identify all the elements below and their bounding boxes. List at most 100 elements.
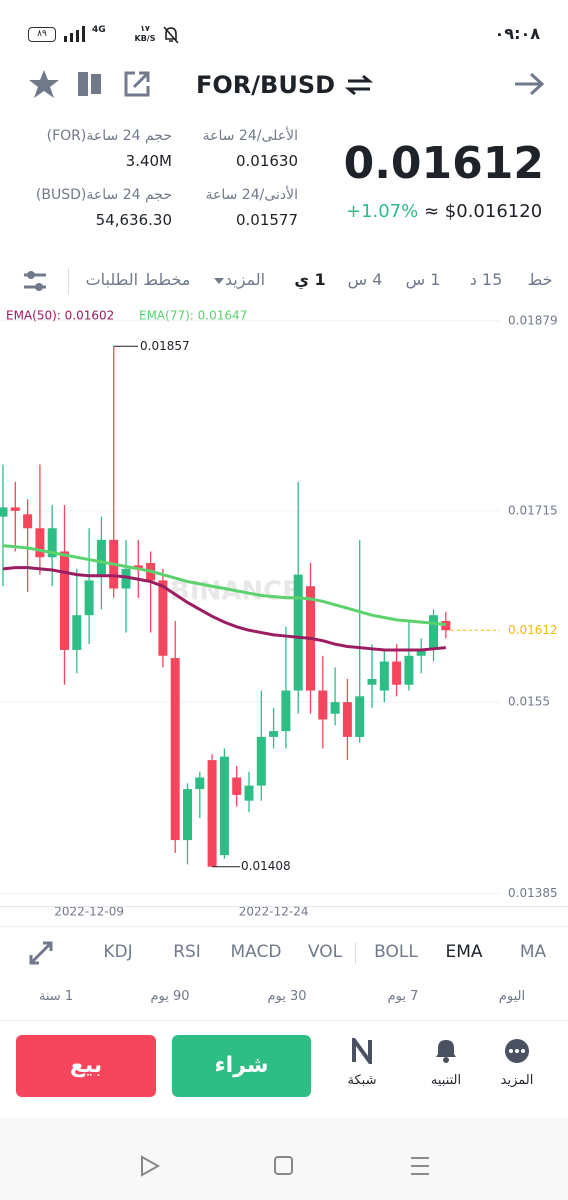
candle-body	[429, 615, 438, 650]
range-tab[interactable]: 30 يوم	[267, 989, 307, 1004]
candle-body	[170, 658, 180, 841]
stat-label: الأدنى/24 ساعة	[205, 187, 298, 203]
divider	[68, 268, 69, 294]
nav-label[interactable]: المزيد	[500, 1073, 534, 1088]
candle-body	[318, 690, 328, 720]
candlestick-chart: BINANCE0.013850.01550.017150.018792022-1…	[0, 309, 558, 919]
candle-body	[330, 702, 340, 714]
candle-body	[0, 507, 8, 517]
nav-label[interactable]: شبكة	[347, 1073, 377, 1088]
candle-body	[256, 736, 266, 786]
forward-button[interactable]	[512, 70, 546, 98]
indicator-tab[interactable]: RSI	[173, 942, 201, 962]
pair-title: FOR/BUSD	[196, 71, 336, 99]
ema-line	[2, 544, 446, 626]
x-tick-label: 2022-12-24	[239, 905, 309, 919]
clock: ٠٩:٠٨	[494, 24, 540, 43]
candle-body	[207, 760, 217, 867]
candle-body	[404, 655, 414, 685]
stat-label: حجم 24 ساعة(FOR)	[46, 128, 172, 144]
candle-body	[342, 702, 352, 737]
stat-value: 3.40M	[125, 152, 172, 170]
high-annotation: 0.01857	[140, 339, 190, 353]
candle-body	[10, 507, 20, 511]
home-button[interactable]	[272, 1154, 296, 1178]
grid-icon[interactable]	[350, 1038, 374, 1064]
candle-body	[23, 514, 33, 529]
candle-body	[379, 661, 389, 691]
y-tick-label: 0.0155	[508, 695, 550, 709]
range-tab[interactable]: 90 يوم	[150, 989, 190, 1004]
candle-body	[35, 528, 45, 558]
y-tick-label: 0.01879	[508, 313, 558, 327]
candle-body	[84, 580, 94, 616]
settings-button[interactable]	[22, 268, 48, 294]
indicator-tab[interactable]: MA	[519, 942, 547, 962]
back-button[interactable]	[138, 1154, 162, 1178]
candle-body	[441, 620, 451, 631]
legend-entry: EMA(50): 0.01602	[6, 309, 114, 323]
candle-body	[195, 777, 205, 790]
candle-body	[96, 539, 106, 575]
last-price-label: 0.01612	[508, 623, 558, 637]
candle-body	[232, 777, 242, 795]
timeframe-tab[interactable]: 15 د	[469, 270, 503, 289]
timeframe-tab[interactable]: مخطط الطلبات	[85, 270, 191, 289]
stat-value: 54,636.30	[95, 211, 172, 229]
candle-body	[158, 580, 168, 656]
candle-body	[293, 574, 303, 691]
timeframe-tab[interactable]: 4 س	[347, 270, 383, 289]
fullscreen-button[interactable]	[28, 940, 54, 966]
range-tab[interactable]: 1 سنة	[38, 989, 74, 1004]
stat-value: 0.01577	[235, 211, 298, 229]
alert-icon[interactable]	[433, 1037, 459, 1065]
candle-body	[392, 661, 402, 685]
signal-icon	[64, 26, 85, 42]
candle-body	[60, 551, 69, 650]
x-tick-label: 2022-12-09	[54, 905, 124, 919]
timeframe-tab[interactable]: خط	[527, 270, 553, 289]
battery: ٨٩	[28, 27, 56, 42]
candle-body	[219, 756, 229, 856]
last-price: 0.01612	[343, 138, 544, 189]
mute-icon	[163, 26, 179, 44]
candle-body	[355, 696, 365, 737]
candle-body	[121, 568, 131, 589]
candle-body	[416, 649, 426, 656]
nav-label[interactable]: التنبيه	[430, 1073, 462, 1088]
buy-button[interactable]: شراء	[172, 1035, 311, 1097]
indicator-tab[interactable]: EMA	[445, 942, 483, 962]
indicator-tab[interactable]: BOLL	[374, 942, 418, 962]
stat-value: 0.01630	[235, 152, 298, 170]
swap-icon[interactable]	[345, 74, 373, 96]
stat-label: حجم 24 ساعة(BUSD)	[35, 187, 172, 203]
info-button[interactable]	[76, 70, 104, 98]
favorite-button[interactable]	[28, 68, 60, 100]
usd-price: ≈ $0.016120	[424, 201, 543, 222]
dropdown-icon	[214, 278, 224, 284]
more-icon[interactable]	[504, 1038, 530, 1064]
indicator-tab[interactable]: KDJ	[103, 942, 133, 962]
indicator-tab[interactable]: VOL	[307, 942, 343, 962]
sell-button[interactable]: بيع	[16, 1035, 156, 1097]
candle-body	[72, 615, 82, 650]
y-tick-label: 0.01385	[508, 886, 558, 900]
low-annotation: 0.01408	[241, 859, 291, 873]
range-tab[interactable]: اليوم	[498, 989, 526, 1004]
candle-body	[183, 789, 192, 841]
timeframe-tab[interactable]: المزيد	[224, 270, 266, 289]
timeframe-tab[interactable]: 1 س	[405, 270, 441, 289]
candle-body	[133, 565, 143, 569]
divider	[0, 1020, 568, 1021]
ema-line	[2, 566, 446, 652]
speed: ١٧ KB/S	[134, 24, 156, 43]
share-button[interactable]	[123, 70, 151, 98]
timeframe-tab[interactable]: 1 ي	[294, 270, 326, 289]
divider	[355, 942, 356, 964]
candle-body	[281, 690, 291, 732]
recents-button[interactable]	[408, 1154, 432, 1178]
range-tab[interactable]: 7 يوم	[387, 989, 419, 1004]
indicator-tab[interactable]: MACD	[230, 942, 282, 962]
price-change: +1.07%	[346, 201, 419, 222]
